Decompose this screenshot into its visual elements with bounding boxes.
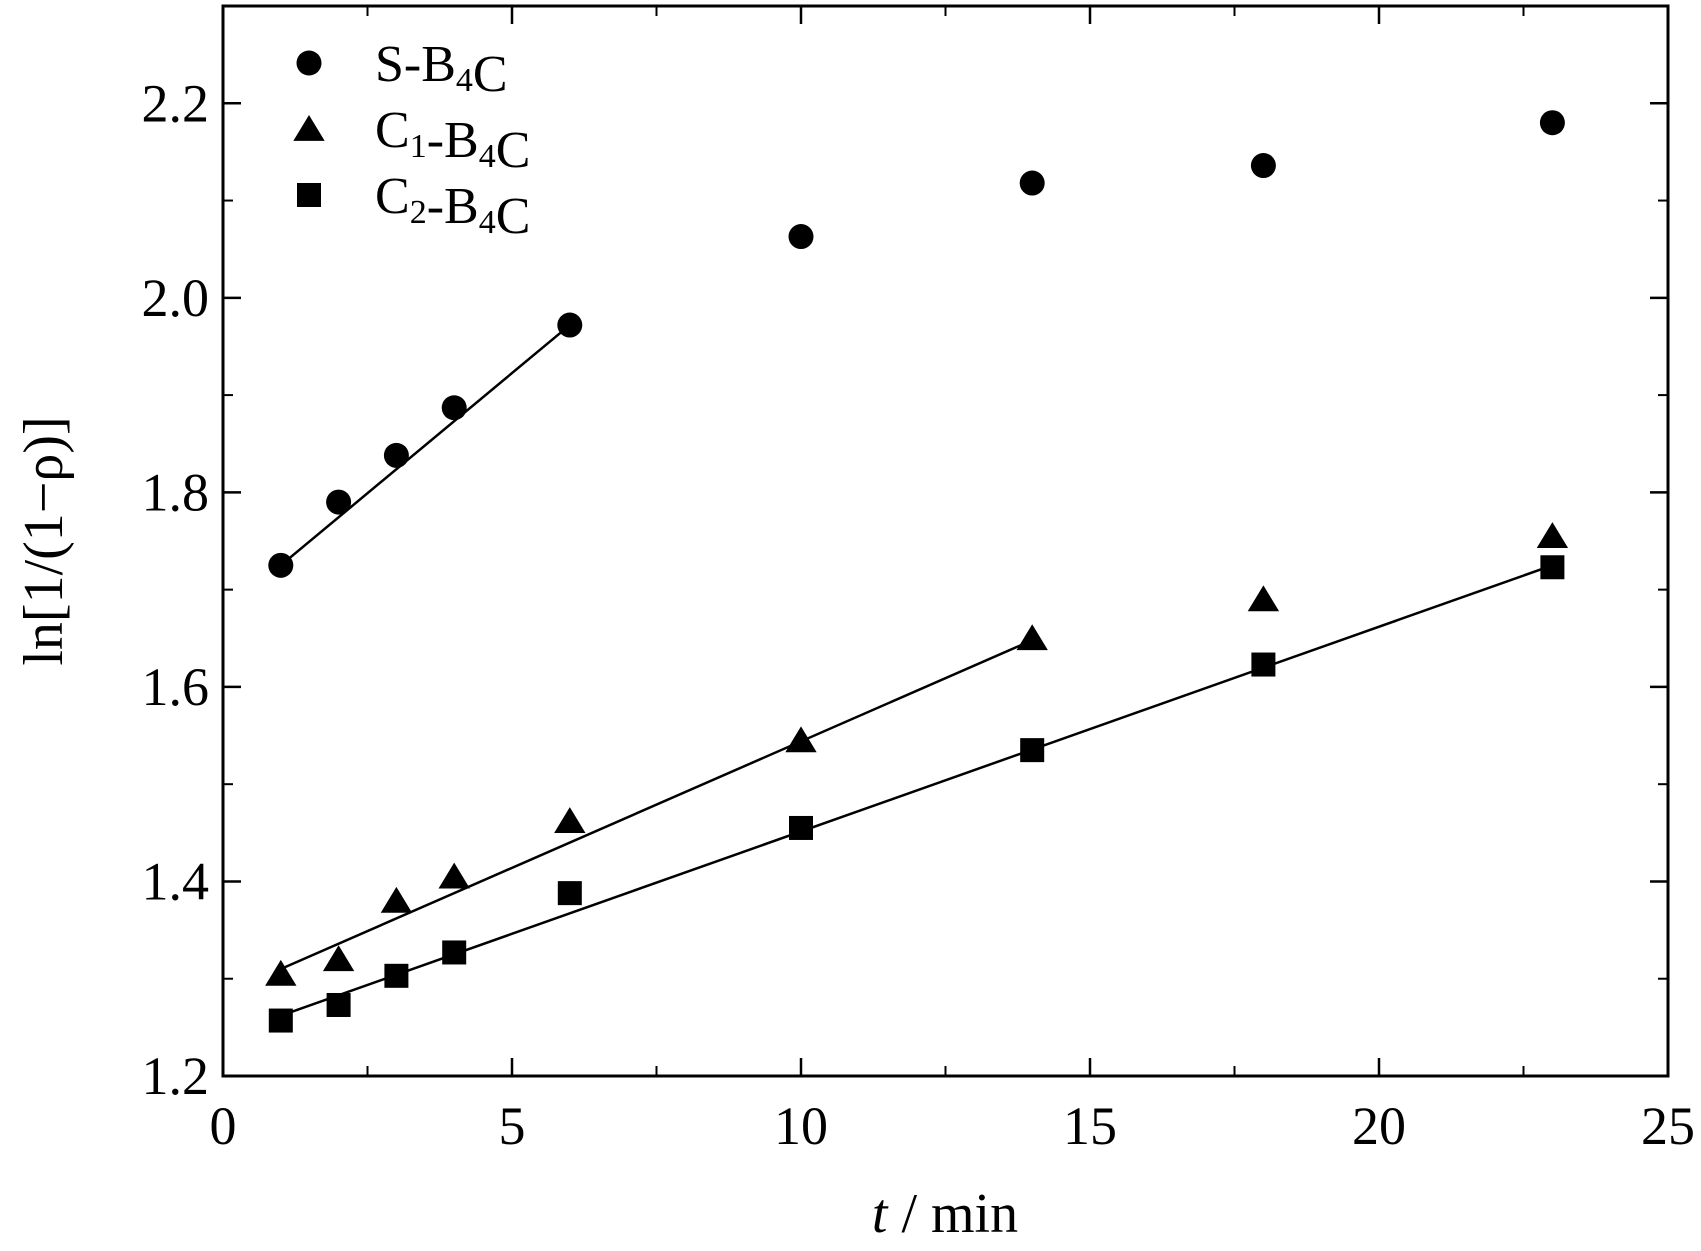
x-axis-title-rest: / min xyxy=(887,1183,1018,1245)
data-point-s-b4c xyxy=(557,312,583,338)
fit-line-c2-b4c xyxy=(280,564,1553,1017)
x-tick-label: 15 xyxy=(1063,1096,1117,1156)
x-tick-label: 20 xyxy=(1352,1096,1406,1156)
legend-marker-c1-b4c xyxy=(293,115,325,141)
y-axis-title: ln[1/(1−ρ)] xyxy=(13,416,75,665)
y-tick-label: 1.8 xyxy=(142,462,210,522)
data-point-c1-b4c xyxy=(1016,624,1048,651)
data-point-c2-b4c xyxy=(1540,555,1565,580)
legend-subscript: 1 xyxy=(410,128,427,165)
y-tick-label: 1.6 xyxy=(142,657,210,717)
x-tick-label: 0 xyxy=(210,1096,237,1156)
legend-subscript: 4 xyxy=(456,62,473,99)
legend-label-c2-b4c: C2-B4C xyxy=(375,168,530,245)
legend-subscript: 2 xyxy=(410,194,427,231)
legend-label-s-b4c: S-B4C xyxy=(375,36,508,103)
data-point-c1-b4c xyxy=(1536,522,1569,549)
data-point-s-b4c xyxy=(383,442,409,468)
y-tick-label: 1.4 xyxy=(142,851,210,911)
data-point-c1-b4c xyxy=(1247,585,1280,612)
data-point-s-b4c xyxy=(268,552,294,578)
legend-text-part: C xyxy=(496,122,531,179)
data-point-s-b4c xyxy=(788,224,814,250)
legend-text-part: C xyxy=(496,188,531,245)
y-tick-label: 1.2 xyxy=(142,1046,210,1106)
data-point-c2-b4c xyxy=(789,815,813,840)
data-point-c1-b4c xyxy=(438,862,470,889)
data-point-s-b4c xyxy=(1250,153,1276,179)
data-point-c1-b4c xyxy=(265,959,297,986)
legend-text-part: -B xyxy=(427,178,479,235)
y-tick-label: 2.0 xyxy=(142,268,210,328)
data-point-c1-b4c xyxy=(785,726,817,753)
legend-text-part: C xyxy=(473,46,508,103)
data-point-s-b4c xyxy=(326,489,352,515)
fit-lines xyxy=(280,324,1553,1017)
axis-ticks xyxy=(221,6,1670,1078)
x-axis-title-italic: t xyxy=(872,1183,889,1245)
fit-line-s-b4c xyxy=(280,324,571,567)
data-point-c1-b4c xyxy=(380,886,413,913)
legend-text-part: -B xyxy=(427,112,479,169)
legend-text-part: S-B xyxy=(375,36,456,93)
legend-label-c1-b4c: C1-B4C xyxy=(375,102,530,179)
data-point-c1-b4c xyxy=(554,807,586,834)
data-point-c2-b4c xyxy=(1020,738,1045,763)
legend-marker-s-b4c xyxy=(296,50,322,76)
data-point-c2-b4c xyxy=(557,881,582,906)
fit-line-c1-b4c xyxy=(280,639,1033,971)
x-axis-title: t / min xyxy=(872,1183,1018,1245)
legend-subscript: 4 xyxy=(479,204,496,241)
data-point-c1-b4c xyxy=(322,945,355,972)
data-point-s-b4c xyxy=(441,395,467,421)
x-tick-label: 5 xyxy=(499,1096,526,1156)
legend-marker-c2-b4c xyxy=(297,183,321,207)
legend-text-part: C xyxy=(375,168,410,225)
data-point-c2-b4c xyxy=(384,963,409,988)
data-point-s-b4c xyxy=(1019,170,1045,196)
x-tick-label: 25 xyxy=(1641,1096,1695,1156)
data-point-c2-b4c xyxy=(268,1008,293,1033)
x-tick-label: 10 xyxy=(774,1096,828,1156)
axis-tick-labels: 0 5 10 15 20 25 1.2 1.4 1.6 1.8 2.0 2.2 xyxy=(142,73,1696,1156)
y-tick-label: 2.2 xyxy=(142,73,210,133)
data-markers xyxy=(265,110,1569,1033)
legend-subscript: 4 xyxy=(479,138,496,175)
data-point-c2-b4c xyxy=(442,940,467,965)
data-point-c2-b4c xyxy=(326,992,351,1017)
data-point-s-b4c xyxy=(1539,110,1565,136)
data-point-c2-b4c xyxy=(1251,652,1276,677)
legend-text-part: C xyxy=(375,102,410,159)
